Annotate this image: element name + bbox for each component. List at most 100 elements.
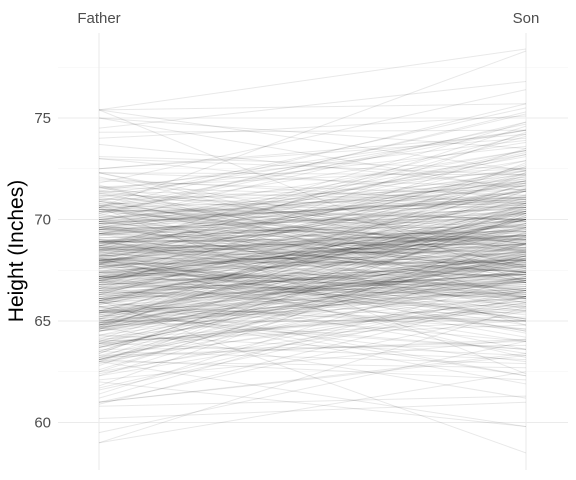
father-son-line xyxy=(98,247,527,251)
father-son-line xyxy=(98,251,527,342)
father-son-line xyxy=(98,267,527,296)
father-son-line xyxy=(98,190,527,202)
father-son-line xyxy=(98,196,527,243)
father-son-line xyxy=(98,233,527,241)
father-son-line xyxy=(98,219,527,261)
father-son-line xyxy=(98,214,527,243)
father-son-line xyxy=(98,216,527,281)
father-son-line xyxy=(98,263,527,298)
father-son-line xyxy=(98,206,527,235)
father-son-line xyxy=(98,214,527,249)
father-son-line xyxy=(98,48,527,111)
father-son-line xyxy=(98,227,527,277)
father-son-line xyxy=(98,182,527,263)
father-son-line xyxy=(98,292,527,332)
father-son-line xyxy=(98,310,527,322)
grid xyxy=(58,33,568,470)
father-son-line xyxy=(98,164,527,285)
father-son-line xyxy=(98,275,527,342)
father-son-line xyxy=(98,273,527,285)
father-son-line xyxy=(98,190,527,235)
father-son-line xyxy=(98,227,527,330)
father-son-line xyxy=(98,202,527,296)
father-son-line xyxy=(98,326,527,399)
father-son-line xyxy=(98,271,527,310)
father-son-line xyxy=(98,200,527,220)
father-son-line xyxy=(98,310,527,340)
father-son-line xyxy=(98,149,527,247)
father-son-line xyxy=(98,174,527,320)
father-son-line xyxy=(98,204,527,340)
father-son-line xyxy=(98,296,527,363)
father-son-line xyxy=(98,229,527,281)
father-son-line xyxy=(98,210,527,312)
father-son-line xyxy=(98,265,527,294)
father-son-line xyxy=(98,296,527,405)
father-son-line xyxy=(98,302,527,361)
father-son-line xyxy=(98,290,527,389)
father-son-line xyxy=(98,212,527,304)
father-son-line xyxy=(98,288,527,322)
father-son-line xyxy=(98,225,527,332)
father-son-line xyxy=(98,296,527,391)
father-son-line xyxy=(98,261,527,265)
father-son-line xyxy=(98,196,527,261)
father-son-line xyxy=(98,259,527,318)
father-son-line xyxy=(98,273,527,285)
father-son-line xyxy=(98,227,527,237)
father-son-line xyxy=(98,198,527,206)
father-son-line xyxy=(98,290,527,324)
father-son-line xyxy=(98,231,527,275)
father-son-line xyxy=(98,208,527,251)
father-son-line xyxy=(98,192,527,223)
father-son-line xyxy=(98,180,527,229)
father-son-line xyxy=(98,253,527,316)
father-son-line xyxy=(98,178,527,247)
father-son-line xyxy=(98,279,527,304)
father-son-line xyxy=(98,172,527,267)
father-son-line xyxy=(98,233,527,251)
father-son-line xyxy=(98,273,527,324)
father-son-line xyxy=(98,214,527,359)
father-son-line xyxy=(98,271,527,304)
father-son-line xyxy=(98,318,527,350)
father-son-line xyxy=(98,247,527,273)
father-son-line xyxy=(98,190,527,328)
father-son-line xyxy=(98,219,527,279)
father-son-line xyxy=(98,204,527,312)
father-son-line xyxy=(98,277,527,320)
father-son-line xyxy=(98,206,527,233)
father-son-line xyxy=(98,247,527,290)
father-son-line xyxy=(98,204,527,326)
father-son-line xyxy=(98,223,527,304)
father-son-line xyxy=(98,265,527,290)
father-son-line xyxy=(98,263,527,320)
father-son-line xyxy=(98,269,527,277)
father-son-line xyxy=(98,229,527,243)
father-son-line xyxy=(98,170,527,257)
father-son-line xyxy=(98,143,527,188)
father-son-line xyxy=(98,249,527,283)
father-son-line xyxy=(98,271,527,308)
father-son-line xyxy=(98,340,527,357)
father-son-line xyxy=(98,180,527,265)
father-son-line xyxy=(98,210,527,253)
father-son-line xyxy=(98,340,527,434)
father-son-line xyxy=(98,259,527,265)
father-son-line xyxy=(98,243,527,253)
father-son-line xyxy=(98,194,527,304)
father-son-line xyxy=(98,202,527,354)
father-son-line xyxy=(98,50,527,208)
father-son-line xyxy=(98,192,527,269)
father-son-line xyxy=(98,208,527,302)
father-son-line xyxy=(98,275,527,399)
father-son-line xyxy=(98,257,527,320)
father-son-line xyxy=(98,180,527,249)
father-son-line xyxy=(98,261,527,322)
father-son-line xyxy=(98,279,527,322)
father-son-line xyxy=(98,229,527,267)
father-son-line xyxy=(98,261,527,361)
father-son-line xyxy=(98,196,527,328)
father-son-line xyxy=(98,212,527,367)
